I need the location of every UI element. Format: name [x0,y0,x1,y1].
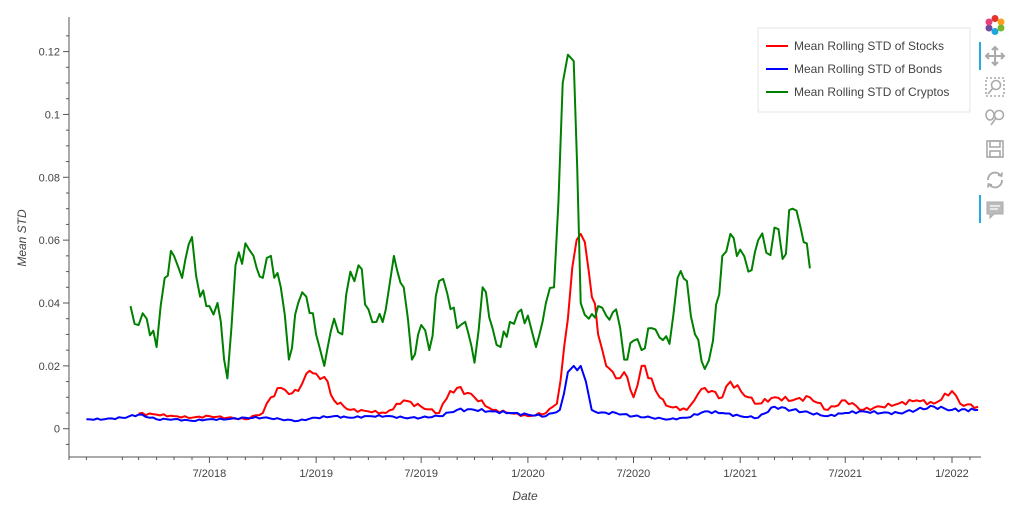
legend-label-0: Mean Rolling STD of Stocks [794,39,944,53]
legend: Mean Rolling STD of Stocks Mean Rolling S… [757,27,971,113]
plot-frame [68,17,981,458]
x-tick-label: 7/2019 [404,468,438,480]
series-layer [86,53,979,423]
x-tick-label: 1/2022 [935,468,969,480]
reset-icon[interactable] [984,169,1006,191]
legend-label-2: Mean Rolling STD of Cryptos [794,85,949,99]
y-tick-label: 0.02 [39,361,60,373]
series-line-1 [86,364,979,423]
x-tick-label: 7/2020 [617,468,651,480]
x-tick-label: 1/2019 [299,468,333,480]
pan-icon[interactable] [984,45,1006,67]
x-tick-label: 1/2020 [511,468,545,480]
y-tick-label: 0.1 [45,109,60,121]
x-axis-title: Date [512,489,538,503]
y-tick-label: 0.08 [39,172,60,184]
hover-active-indicator [979,195,981,223]
x-tick-label: 7/2018 [193,468,227,480]
x-tick-label: 1/2021 [723,468,757,480]
x-tick-label: 7/2021 [828,468,862,480]
save-icon[interactable] [984,138,1006,160]
y-axis-title: Mean STD [15,209,29,267]
y-tick-label: 0.06 [39,235,60,247]
box-zoom-icon[interactable] [984,76,1006,98]
x-axis: 7/2018 1/2019 7/2019 1/2020 7/2020 1/2021 7/20… [68,457,971,480]
wheel-zoom-icon[interactable] [984,107,1006,129]
pan-active-indicator [979,42,981,70]
y-tick-label: 0.04 [39,298,60,310]
bokeh-logo-icon[interactable] [984,14,1006,36]
series-line-0 [138,232,979,421]
legend-label-1: Mean Rolling STD of Bonds [794,62,942,76]
hover-icon[interactable] [984,199,1006,221]
y-tick-label: 0.12 [39,47,60,59]
legend-box [757,27,971,113]
series-line-2 [129,53,811,380]
y-tick-label: 0 [54,424,60,436]
y-axis: 0 0.02 0.04 0.06 0.08 0.1 0.12 [39,35,69,445]
